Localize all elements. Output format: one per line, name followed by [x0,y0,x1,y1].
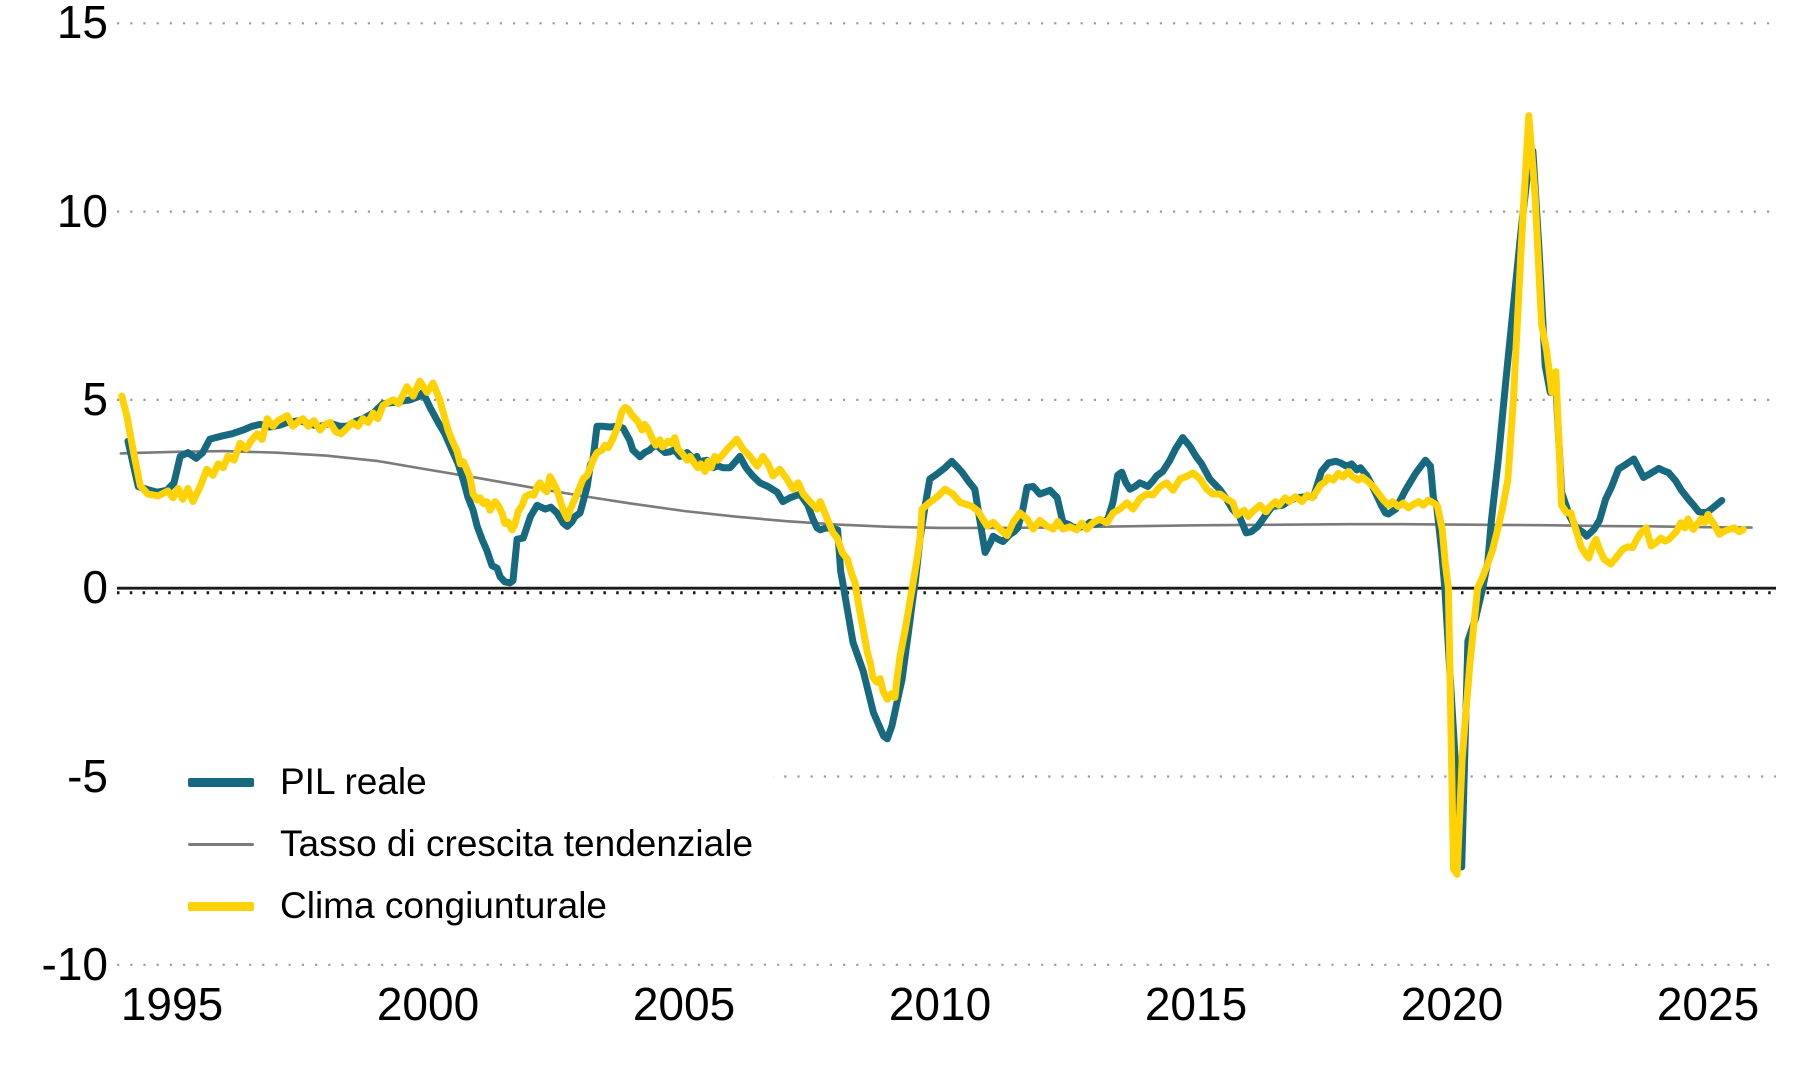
legend-item-clima: Clima congiunturale [188,875,753,937]
series-line-tasso-di-crescita-tendenziale [119,449,1753,530]
y-tick-label: 0 [82,561,108,614]
y-tick-label: -10 [41,937,108,990]
y-tick-label: 10 [56,184,108,237]
trend-swatch-icon [188,842,254,846]
clima-swatch-icon [188,901,254,911]
x-tick-label: 2025 [1656,978,1760,1030]
legend-label: Clima congiunturale [280,885,608,926]
x-tick-label: 2020 [1400,978,1504,1030]
y-tick-label: 15 [56,0,108,49]
x-tick-label: 2010 [888,978,992,1030]
legend-item-trend: Tasso di crescita tendenziale [188,813,753,875]
legend-label: PIL reale [280,761,427,802]
legend: PIL reale Tasso di crescita tendenziale … [168,751,774,937]
legend-label: Tasso di crescita tendenziale [280,823,754,864]
x-tick-label: 2005 [632,978,736,1030]
y-tick-label: -5 [67,749,108,802]
x-tick-label: 2000 [376,978,480,1030]
legend-item-pil-reale: PIL reale [188,751,753,813]
series-line-clima-congiunturale [118,112,1747,878]
x-tick-label: 2015 [1144,978,1248,1030]
pil-reale-swatch-icon [188,777,254,787]
y-tick-label: 5 [82,372,108,425]
x-tick-label: 1995 [120,978,224,1030]
